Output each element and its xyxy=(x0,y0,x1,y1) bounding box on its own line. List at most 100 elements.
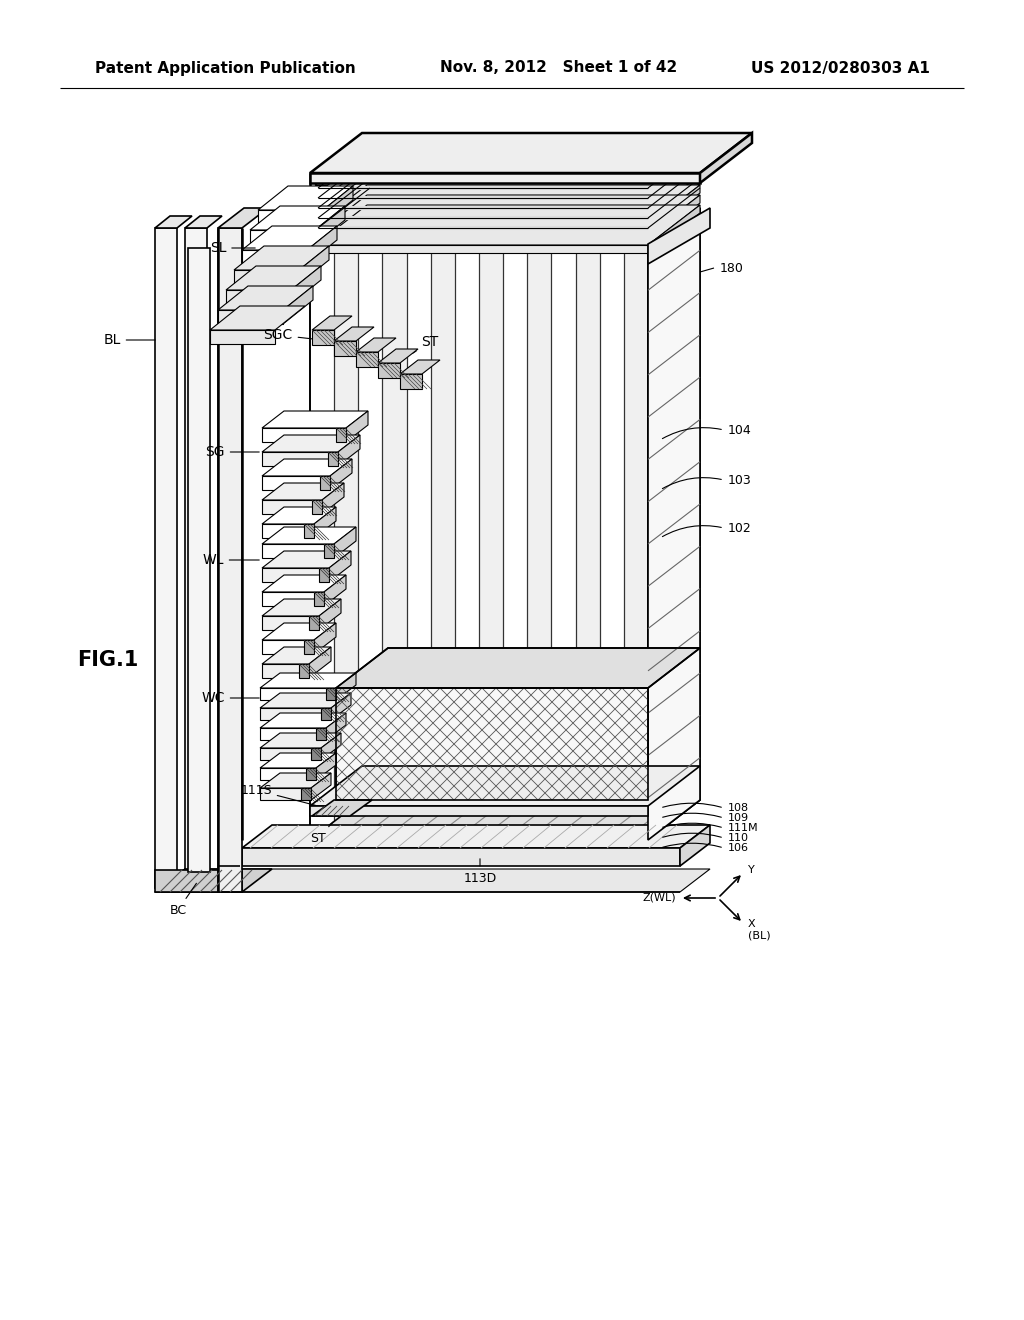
Polygon shape xyxy=(315,205,648,213)
Bar xyxy=(155,228,177,888)
Polygon shape xyxy=(315,185,648,193)
Polygon shape xyxy=(700,133,752,183)
Polygon shape xyxy=(262,411,368,428)
Polygon shape xyxy=(648,209,710,264)
Polygon shape xyxy=(226,290,291,304)
Polygon shape xyxy=(315,165,700,205)
Polygon shape xyxy=(329,550,351,582)
Polygon shape xyxy=(334,327,374,341)
Text: 103: 103 xyxy=(728,474,752,487)
Polygon shape xyxy=(262,477,330,490)
Polygon shape xyxy=(262,599,341,616)
Bar xyxy=(310,248,334,840)
Bar xyxy=(479,248,503,840)
Polygon shape xyxy=(648,176,700,223)
Bar xyxy=(455,248,479,840)
Text: Patent Application Publication: Patent Application Publication xyxy=(95,61,355,75)
Text: 180: 180 xyxy=(720,261,743,275)
Text: SGC: SGC xyxy=(263,327,337,342)
Text: Z(WL): Z(WL) xyxy=(642,894,676,903)
Polygon shape xyxy=(262,640,314,653)
Bar xyxy=(334,248,358,840)
Polygon shape xyxy=(328,451,338,466)
Polygon shape xyxy=(310,209,700,248)
Bar xyxy=(155,870,242,892)
Polygon shape xyxy=(185,216,222,228)
Polygon shape xyxy=(260,774,331,788)
Polygon shape xyxy=(260,733,341,748)
Polygon shape xyxy=(311,774,331,800)
Polygon shape xyxy=(242,825,710,847)
Polygon shape xyxy=(262,616,319,630)
Polygon shape xyxy=(155,869,710,892)
Polygon shape xyxy=(315,205,700,246)
Polygon shape xyxy=(338,436,360,466)
Text: 104: 104 xyxy=(728,424,752,437)
Polygon shape xyxy=(336,673,356,700)
Polygon shape xyxy=(312,500,322,513)
Polygon shape xyxy=(310,133,752,173)
Bar xyxy=(624,248,648,840)
Polygon shape xyxy=(210,330,275,345)
Text: SG: SG xyxy=(205,445,259,459)
Polygon shape xyxy=(226,267,321,290)
Polygon shape xyxy=(400,360,440,374)
Polygon shape xyxy=(314,623,336,653)
Polygon shape xyxy=(307,226,337,264)
Polygon shape xyxy=(312,330,334,345)
Polygon shape xyxy=(315,135,700,176)
Polygon shape xyxy=(310,766,700,807)
Text: SL: SL xyxy=(210,242,255,255)
Polygon shape xyxy=(648,205,700,253)
Polygon shape xyxy=(648,154,700,203)
Polygon shape xyxy=(262,591,324,606)
Bar xyxy=(336,688,648,800)
Polygon shape xyxy=(326,688,336,700)
Polygon shape xyxy=(314,591,324,606)
Polygon shape xyxy=(319,599,341,630)
Polygon shape xyxy=(262,451,338,466)
Bar xyxy=(218,228,242,892)
Bar xyxy=(358,248,382,840)
Polygon shape xyxy=(262,428,346,442)
Polygon shape xyxy=(258,186,353,210)
Polygon shape xyxy=(309,647,331,678)
Bar xyxy=(575,248,600,840)
Text: 111S: 111S xyxy=(241,784,315,805)
Polygon shape xyxy=(312,315,352,330)
Polygon shape xyxy=(260,688,336,700)
Polygon shape xyxy=(310,800,700,840)
Polygon shape xyxy=(262,459,352,477)
Polygon shape xyxy=(218,286,313,310)
Polygon shape xyxy=(260,729,326,741)
Text: BC: BC xyxy=(169,883,197,916)
Polygon shape xyxy=(262,664,309,678)
Text: US 2012/0280303 A1: US 2012/0280303 A1 xyxy=(752,61,930,75)
Polygon shape xyxy=(648,145,700,193)
Polygon shape xyxy=(356,352,378,367)
Polygon shape xyxy=(648,165,700,213)
Polygon shape xyxy=(299,664,309,678)
Polygon shape xyxy=(378,363,400,378)
Polygon shape xyxy=(315,224,648,234)
Polygon shape xyxy=(262,544,334,558)
Bar xyxy=(185,228,207,888)
Polygon shape xyxy=(319,568,329,582)
Polygon shape xyxy=(304,524,314,539)
Polygon shape xyxy=(316,752,336,780)
Polygon shape xyxy=(283,286,313,323)
Bar xyxy=(552,248,575,840)
Text: BL: BL xyxy=(103,333,156,347)
Polygon shape xyxy=(234,271,299,284)
Polygon shape xyxy=(262,550,351,568)
Polygon shape xyxy=(648,185,700,234)
Polygon shape xyxy=(210,306,305,330)
Bar xyxy=(382,248,407,840)
Polygon shape xyxy=(315,185,700,224)
Polygon shape xyxy=(315,215,648,223)
Polygon shape xyxy=(315,195,700,235)
Polygon shape xyxy=(356,338,396,352)
Polygon shape xyxy=(262,507,336,524)
Polygon shape xyxy=(319,477,330,490)
Polygon shape xyxy=(336,648,700,688)
